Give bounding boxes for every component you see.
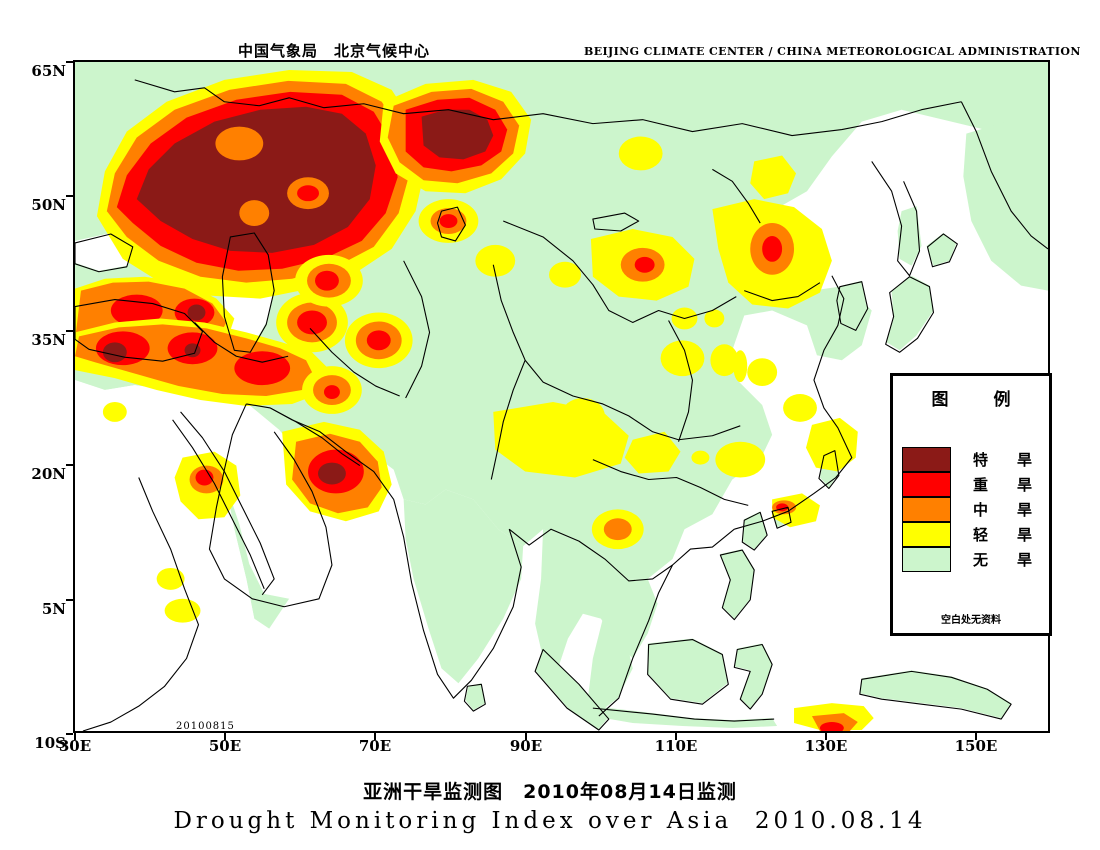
map-legend: 图 例 特 旱 重 旱 中 旱 轻 旱 无 旱 空白处无资料 [890,373,1052,636]
y-tick-35N: 35N [31,331,66,349]
legend-title: 图 例 [931,390,1025,410]
x-tick-70E: 70E [358,737,392,755]
x-tick-110E: 110E [654,737,698,755]
x-tick-30E: 30E [58,737,92,755]
x-mark-6 [975,733,977,740]
drought-region-iran [276,292,413,414]
legend-label-no-drought: 无 旱 [973,551,1040,569]
x-mark-4 [675,733,677,740]
legend-label-moderate-drought: 中 旱 [973,501,1040,519]
y-tick-10S: 10S [34,734,66,752]
legend-swatch-moderate-drought [902,497,951,522]
x-tick-150E: 150E [954,737,998,755]
y-tick-20N: 20N [31,465,66,483]
legend-swatch-extreme-drought [902,447,951,472]
generation-date-stamp: 20100815 [176,721,235,732]
legend-label-severe-drought: 重 旱 [973,476,1040,494]
drought-region-northeast-china [660,155,832,387]
legend-swatch-no-drought [902,547,951,572]
legend-row-no-drought: 无 旱 [902,547,1049,572]
x-mark-5 [825,733,827,740]
y-mark-1 [66,195,73,197]
y-mark-3 [66,464,73,466]
y-mark-0 [66,61,73,63]
chart-title-cn: 亚洲干旱监测图 2010年08月14日监测 [363,781,737,803]
legend-swatch-light-drought [902,522,951,547]
y-tick-50N: 50N [31,196,66,214]
legend-row-severe-drought: 重 旱 [902,472,1049,497]
legend-row-light-drought: 轻 旱 [902,522,1049,547]
y-mark-4 [66,599,73,601]
legend-row-moderate-drought: 中 旱 [902,497,1049,522]
x-mark-1 [224,733,226,740]
map-plot-area [73,60,1050,733]
x-tick-50E: 50E [208,737,242,755]
legend-row-extreme-drought: 特 旱 [902,447,1049,472]
x-mark-0 [74,733,76,740]
agency-header-cn: 中国气象局 北京气候中心 [238,42,431,60]
x-tick-130E: 130E [804,737,848,755]
drought-region-east-china [561,394,858,528]
coastline-border-layer [75,79,1048,731]
x-tick-90E: 90E [509,737,543,755]
legend-swatch-severe-drought [902,472,951,497]
legend-label-extreme-drought: 特 旱 [973,451,1040,469]
drought-region-xinjiang [549,229,695,301]
drought-region-middle-east [75,318,330,406]
drought-region-arabia [156,421,392,623]
x-mark-2 [374,733,376,740]
chart-title-en: Drought Monitoring Index over Asia 2010.… [173,808,927,834]
x-mark-3 [525,733,527,740]
y-tick-5N: 5N [41,600,66,618]
drought-region-indonesia [794,703,874,731]
drought-map [75,62,1048,731]
y-tick-65N: 65N [31,62,66,80]
drought-region-central-asia [295,199,516,307]
drought-region-western-russia [96,69,426,299]
agency-header-en: BEIJING CLIMATE CENTER / CHINA METEOROLO… [584,45,1081,58]
legend-rows: 特 旱 重 旱 中 旱 轻 旱 无 旱 [893,447,1049,572]
legend-nodata-note: 空白处无资料 [941,615,1001,626]
drought-region-misc [102,136,663,422]
legend-label-light-drought: 轻 旱 [973,526,1040,544]
y-mark-2 [66,330,73,332]
y-mark-5 [66,733,73,735]
